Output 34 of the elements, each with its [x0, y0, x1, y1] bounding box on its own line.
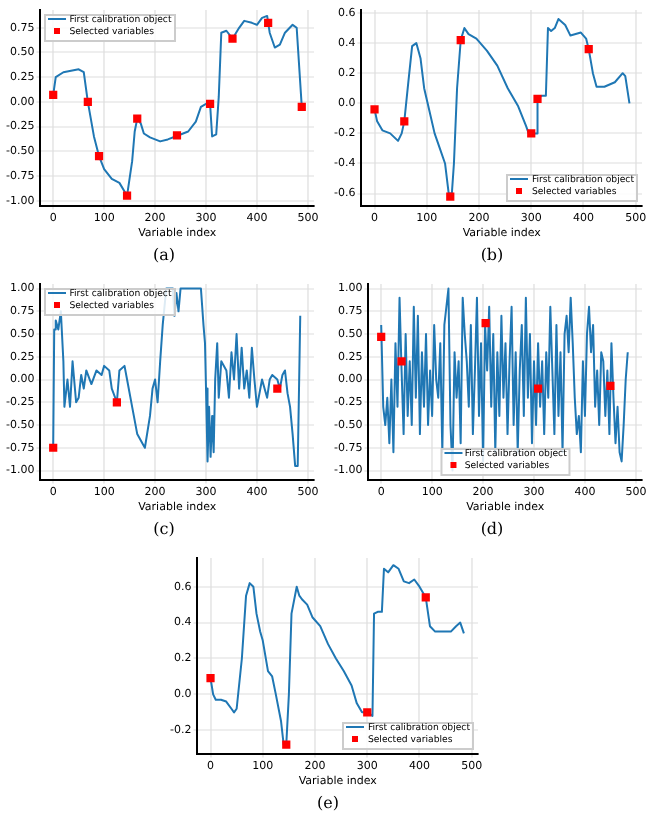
point	[133, 114, 142, 123]
point	[273, 384, 282, 393]
point	[49, 90, 58, 100]
point	[112, 398, 121, 407]
text: (c)	[151, 520, 177, 538]
point	[421, 593, 430, 602]
text: (a)	[150, 246, 177, 264]
point	[377, 332, 386, 341]
point	[282, 740, 291, 749]
point	[456, 35, 465, 45]
point	[94, 152, 104, 161]
point	[122, 191, 132, 200]
point	[584, 45, 593, 54]
point	[172, 131, 182, 140]
point	[83, 97, 92, 106]
point	[481, 319, 490, 328]
text: (b)	[478, 246, 506, 264]
point	[533, 384, 543, 393]
point	[205, 99, 215, 108]
point	[264, 18, 273, 27]
point	[228, 34, 237, 43]
point	[370, 105, 379, 114]
point	[297, 102, 306, 111]
point	[206, 674, 215, 683]
text: (d)	[478, 520, 506, 538]
point	[363, 708, 372, 717]
point	[400, 117, 409, 126]
point	[527, 129, 536, 138]
point	[533, 94, 542, 103]
point	[606, 381, 615, 391]
point	[49, 443, 58, 452]
point	[446, 192, 455, 201]
text: (e)	[315, 794, 341, 812]
point	[397, 357, 406, 366]
